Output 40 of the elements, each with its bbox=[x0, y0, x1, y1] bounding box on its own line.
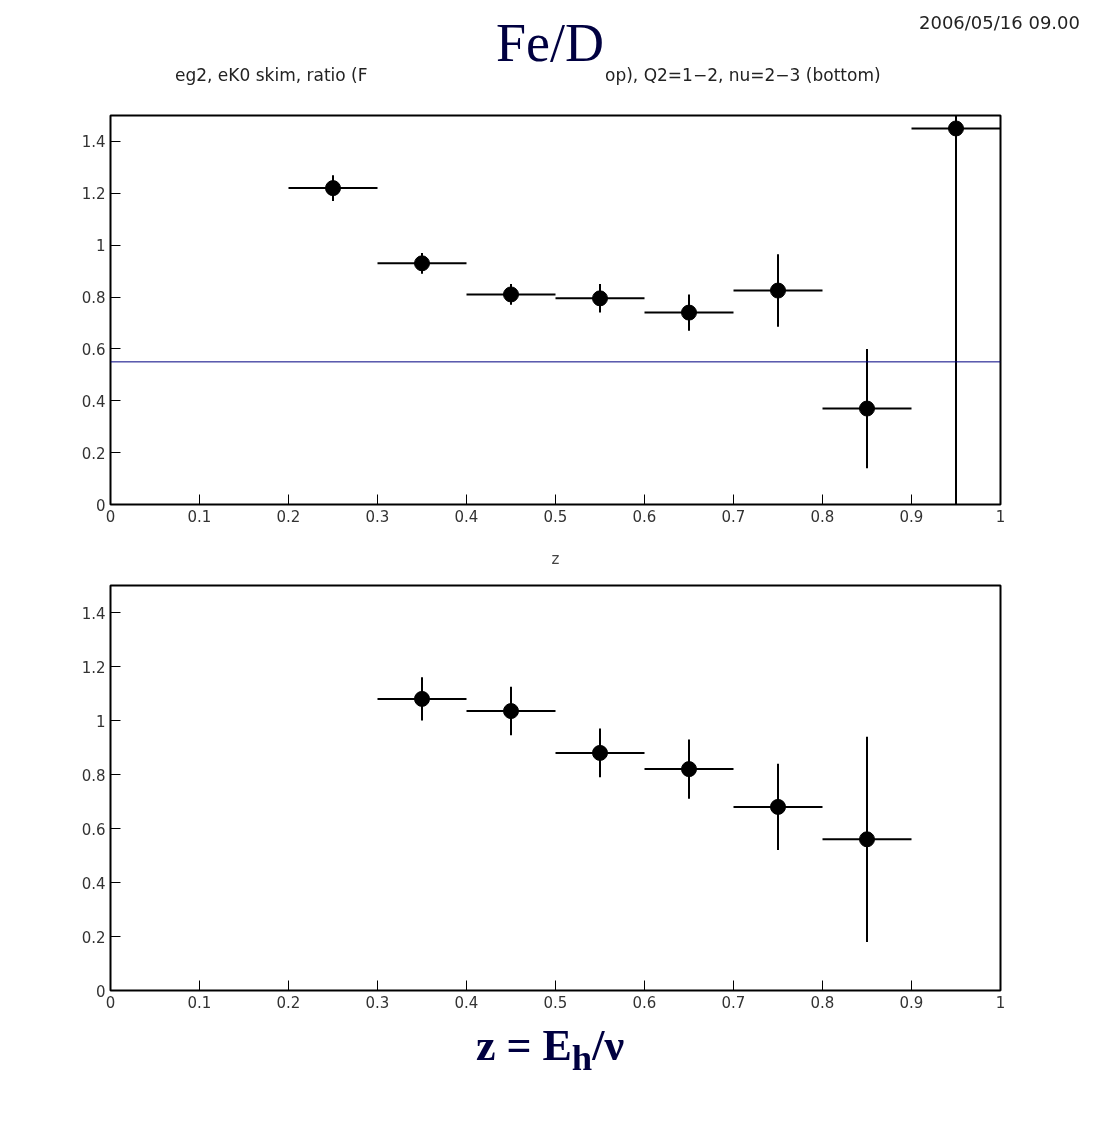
text: 2006/05/16 09.00 bbox=[919, 11, 1080, 35]
x-tick-label: 0.7 bbox=[721, 993, 746, 1012]
x-tick-label: 0.9 bbox=[899, 507, 924, 526]
x-tick-label: 0.5 bbox=[543, 507, 568, 526]
x-axis-title: z bbox=[551, 549, 560, 568]
x-tick-label: 0.8 bbox=[810, 507, 835, 526]
y-tick-label: 1 bbox=[95, 712, 106, 731]
y-tick-label: 0.4 bbox=[81, 392, 106, 411]
text: eg2, eK0 skim, ratio (F bbox=[175, 64, 368, 87]
y-tick-label: 0.8 bbox=[81, 289, 106, 308]
x-tick-label: 0.2 bbox=[276, 507, 301, 526]
y-tick-label: 1 bbox=[95, 237, 106, 256]
x-tick-label: 0.5 bbox=[543, 993, 568, 1012]
y-tick-label: 0.6 bbox=[81, 820, 106, 839]
x-tick-label: 0.6 bbox=[632, 993, 657, 1012]
x-tick-label: 0.7 bbox=[721, 507, 746, 526]
x-tick-label: 0.3 bbox=[365, 993, 390, 1012]
y-tick-label: 0.2 bbox=[81, 444, 106, 463]
x-tick-label: 1 bbox=[995, 993, 1006, 1012]
y-tick-label: 0.8 bbox=[81, 766, 106, 785]
x-tick-label: 0.1 bbox=[187, 993, 212, 1012]
chart-title: Fe/D bbox=[496, 13, 604, 73]
y-tick-label: 0.4 bbox=[81, 874, 106, 893]
x-tick-label: 0.4 bbox=[454, 507, 479, 526]
text: z = E$_{h}$/ν bbox=[474, 1020, 626, 1080]
x-tick-label: 0.4 bbox=[454, 993, 479, 1012]
x-tick-label: 0.2 bbox=[276, 993, 301, 1012]
y-tick-label: 1.2 bbox=[81, 658, 106, 677]
y-tick-label: 1.2 bbox=[81, 185, 106, 204]
x-tick-label: 0.6 bbox=[632, 507, 657, 526]
x-tick-label: 0.1 bbox=[187, 507, 212, 526]
y-tick-label: 0.6 bbox=[81, 340, 106, 359]
text: op), Q2=1−2, nu=2−3 (bottom) bbox=[605, 64, 881, 87]
y-tick-label: 1.4 bbox=[81, 133, 106, 152]
x-tick-label: 1 bbox=[995, 507, 1006, 526]
x-tick-label: 0.9 bbox=[899, 993, 924, 1012]
x-tick-label: 0.8 bbox=[810, 993, 835, 1012]
x-tick-label: 0.3 bbox=[365, 507, 390, 526]
y-tick-label: 1.4 bbox=[81, 604, 106, 623]
y-tick-label: 0.2 bbox=[81, 928, 106, 947]
